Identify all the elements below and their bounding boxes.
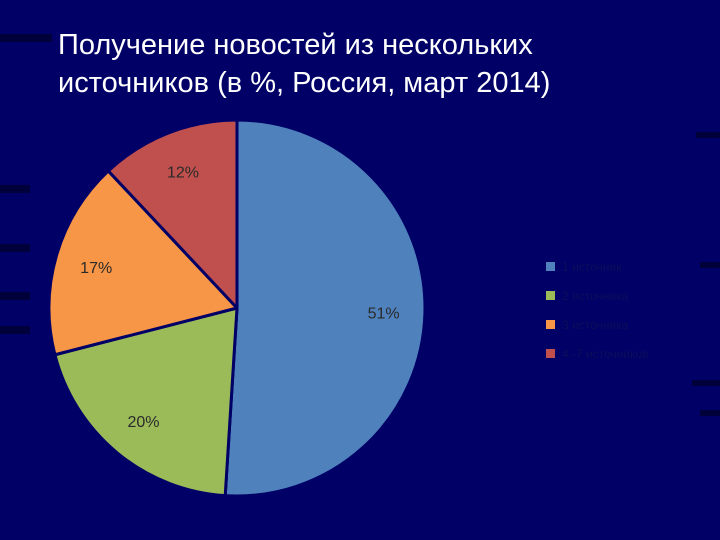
title-line-1: Получение новостей из нескольких (58, 29, 533, 61)
page-title: Получение новостей из нескольких источни… (58, 26, 698, 102)
legend-item: 2 источника (546, 281, 649, 310)
legend-item: 3 источника (546, 310, 649, 339)
legend-swatch (546, 349, 555, 358)
pie-slice (53, 306, 239, 498)
slice-value-label: 17% (80, 260, 112, 277)
pie-slice (223, 118, 427, 498)
title-line-2: источников (в %, Россия, март 2014) (58, 67, 551, 99)
legend-swatch (546, 320, 555, 329)
pie-slice (47, 169, 239, 357)
pie-slice (106, 118, 239, 310)
legend-swatch (546, 262, 555, 271)
legend-item: 1 источник (546, 252, 649, 281)
legend-label: 4 -7 источников (562, 346, 649, 361)
slice-value-label: 20% (127, 414, 159, 431)
legend-label: 3 источника (562, 317, 629, 332)
legend-swatch (546, 291, 555, 300)
slice-value-label: 51% (368, 306, 400, 323)
slice-value-label: 12% (167, 165, 199, 182)
chart-legend: 1 источник 2 источника 3 источника 4 -7 … (546, 252, 649, 368)
legend-item: 4 -7 источников (546, 339, 649, 368)
legend-label: 2 источника (562, 288, 629, 303)
legend-label: 1 источник (562, 259, 622, 274)
